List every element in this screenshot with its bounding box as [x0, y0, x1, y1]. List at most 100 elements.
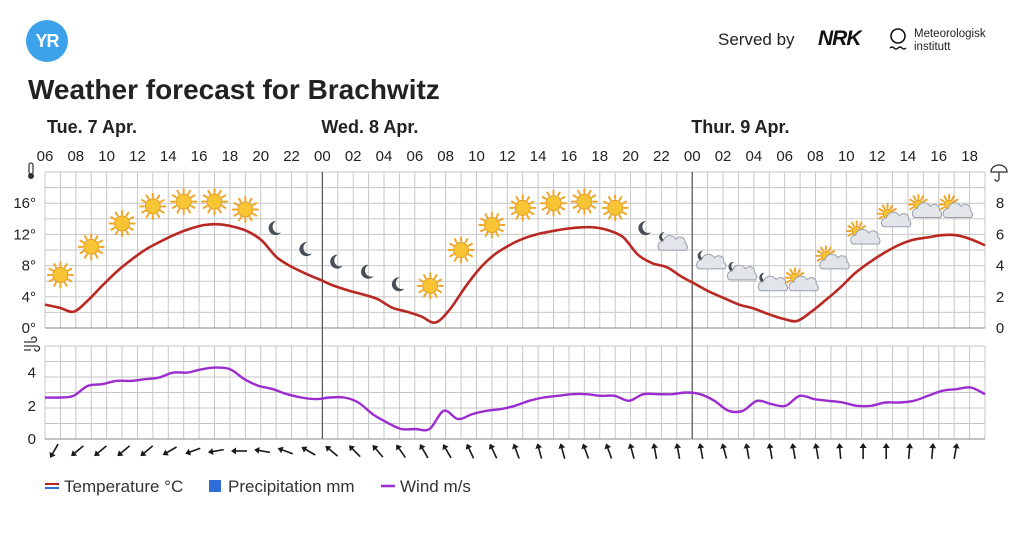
- sun-ray: [418, 278, 424, 283]
- wind-arrow-icon: [94, 445, 107, 457]
- sun-ray: [248, 216, 253, 222]
- wind-arrow-icon: [812, 443, 820, 460]
- legend-label: Temperature °C: [64, 477, 183, 496]
- precip-tick-label: 2: [996, 289, 1004, 306]
- wind-arrow-head: [254, 447, 260, 454]
- wind-arrow-head: [535, 443, 543, 450]
- sun-ray: [187, 208, 191, 214]
- cloud-shape: [819, 253, 850, 270]
- wind-arrow-head: [766, 443, 774, 449]
- sun-ray: [114, 230, 119, 236]
- wind-arrow-head: [49, 451, 56, 458]
- sun-ray: [218, 189, 222, 195]
- sun-ray: [816, 250, 822, 254]
- sun-disc: [52, 266, 69, 283]
- wind-arrow-icon: [277, 446, 294, 455]
- sun-icon: [108, 209, 136, 237]
- sun-ray: [437, 289, 443, 294]
- sun-ray: [603, 200, 609, 205]
- sun-ray: [785, 279, 791, 284]
- cloud-shape: [696, 253, 727, 270]
- sun-disc: [422, 277, 439, 294]
- wind-arrow-head: [836, 443, 844, 449]
- sun-ray: [176, 189, 181, 195]
- legend-item: Precipitation mm: [209, 477, 355, 496]
- yr-logo[interactable]: YR: [26, 20, 68, 62]
- sun-ray: [171, 205, 177, 209]
- moon-icon: [361, 264, 374, 279]
- sun-disc: [206, 193, 223, 210]
- sun-disc: [237, 201, 254, 218]
- sun-ray: [218, 208, 222, 214]
- hour-tick-label: 12: [869, 148, 886, 165]
- wind-arrow-head: [208, 448, 214, 455]
- wind-arrow-head: [581, 443, 588, 450]
- wind-arrow-head: [558, 443, 566, 450]
- sun-disc: [545, 195, 562, 212]
- sun-ray: [495, 231, 500, 237]
- sun-ray: [878, 208, 884, 212]
- sun-ray: [618, 196, 623, 202]
- moon-shape: [728, 261, 738, 272]
- wind-arrow-icon: [254, 447, 271, 454]
- met-logo[interactable]: Meteorologisk institutt: [914, 28, 986, 54]
- moon-shape: [638, 221, 651, 236]
- sun-ray: [560, 206, 566, 211]
- wind-arrow-head: [651, 443, 658, 449]
- sun-icon: [540, 189, 568, 217]
- wind-arrow-icon: [720, 443, 728, 459]
- sun-icon: [447, 236, 475, 264]
- cloud-shape: [881, 211, 912, 228]
- sun-disc: [483, 217, 500, 234]
- wind-arrow-icon: [789, 443, 797, 460]
- hour-tick-label: 08: [437, 148, 454, 165]
- sun-ray: [515, 214, 520, 220]
- umbrella-canopy: [990, 164, 1008, 173]
- sun-icon: [170, 188, 198, 216]
- wind-arrow-icon: [558, 443, 566, 459]
- sun-ray: [498, 217, 504, 222]
- sun-ray: [510, 200, 516, 205]
- sun-ray: [67, 278, 73, 283]
- sun-ray: [248, 197, 253, 203]
- sun-ray: [202, 194, 208, 199]
- sun-ray: [48, 278, 54, 283]
- sun-ray: [190, 194, 196, 199]
- wind-arrow-icon: [488, 443, 498, 459]
- wind-icon: [24, 336, 41, 352]
- sun-ray: [453, 238, 458, 244]
- sun-ray: [577, 208, 581, 214]
- wind-arrow-icon: [419, 444, 429, 459]
- sun-ray: [79, 239, 85, 244]
- wind-grid: [44, 345, 986, 440]
- sun-cloud-icon: [815, 245, 850, 270]
- sun-icon: [570, 188, 598, 216]
- wind-arrow-icon: [929, 443, 937, 460]
- hour-tick-label: 16: [191, 148, 208, 165]
- nrk-logo[interactable]: NRK: [818, 27, 861, 50]
- moon-icon: [391, 277, 405, 292]
- sun-ray: [820, 246, 824, 252]
- temp-tick-label: 8°: [22, 258, 36, 275]
- legend-item: Temperature °C: [45, 477, 183, 496]
- sun-ray: [233, 202, 239, 206]
- precip-tick-label: 0: [996, 320, 1004, 337]
- sun-ray: [560, 195, 566, 200]
- thermometer-icon: [28, 162, 34, 179]
- cloud-shape: [757, 275, 788, 292]
- sun-cloud-icon: [784, 267, 819, 292]
- day-label: Thur. 9 Apr.: [691, 117, 789, 137]
- temp-tick-label: 16°: [13, 195, 36, 212]
- precip-tick-label: 8: [996, 195, 1004, 212]
- sun-ray: [176, 208, 181, 214]
- hour-tick-label: 22: [283, 148, 300, 165]
- wind-arrow-icon: [372, 444, 384, 458]
- sun-ray: [858, 221, 863, 227]
- sun-ray: [603, 211, 609, 216]
- sun-ray: [233, 212, 239, 217]
- sun-ray: [510, 211, 516, 216]
- sun-ray: [480, 217, 486, 222]
- wind-arrow-icon: [859, 443, 867, 459]
- hour-tick-label: 04: [746, 148, 763, 165]
- sun-ray: [591, 194, 597, 199]
